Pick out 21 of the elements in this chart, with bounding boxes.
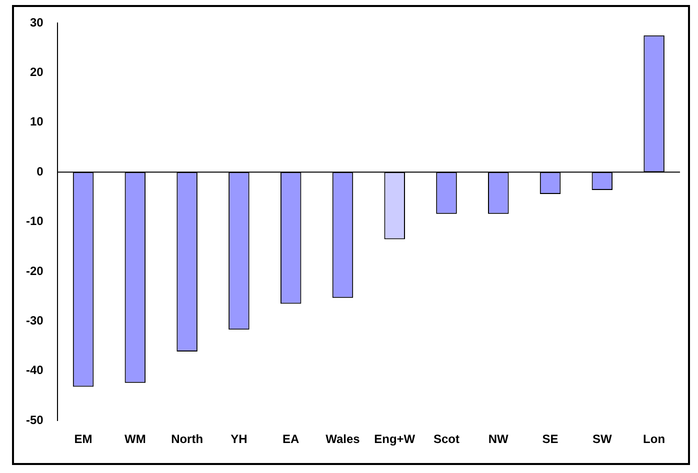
y-tick-label: -20 xyxy=(26,264,44,278)
y-tick-label: 20 xyxy=(30,65,44,80)
y-tick-label: -10 xyxy=(26,214,44,228)
x-tick-label: EM xyxy=(74,432,92,446)
x-tick-label: YH xyxy=(230,432,248,446)
x-tick-label: WM xyxy=(124,432,146,446)
x-tick-label: SW xyxy=(592,432,612,446)
y-tick-label: 0 xyxy=(36,164,44,178)
y-tick-label: -30 xyxy=(26,314,44,328)
y-tick-label: -40 xyxy=(26,363,44,378)
y-tick-label: 10 xyxy=(30,114,44,129)
y-tick-label: 30 xyxy=(30,15,44,30)
x-tick-label: Scot xyxy=(433,432,460,446)
x-tick-label: Wales xyxy=(326,432,360,446)
x-tick-label: SE xyxy=(542,432,558,446)
x-tick-label: Eng+W xyxy=(374,432,416,446)
y-tick-label: -50 xyxy=(26,412,44,427)
x-tick-label: North xyxy=(171,432,204,446)
x-tick-label: EA xyxy=(282,432,300,446)
x-tick-label: NW xyxy=(488,432,510,446)
x-tick-label: Lon xyxy=(643,432,666,446)
